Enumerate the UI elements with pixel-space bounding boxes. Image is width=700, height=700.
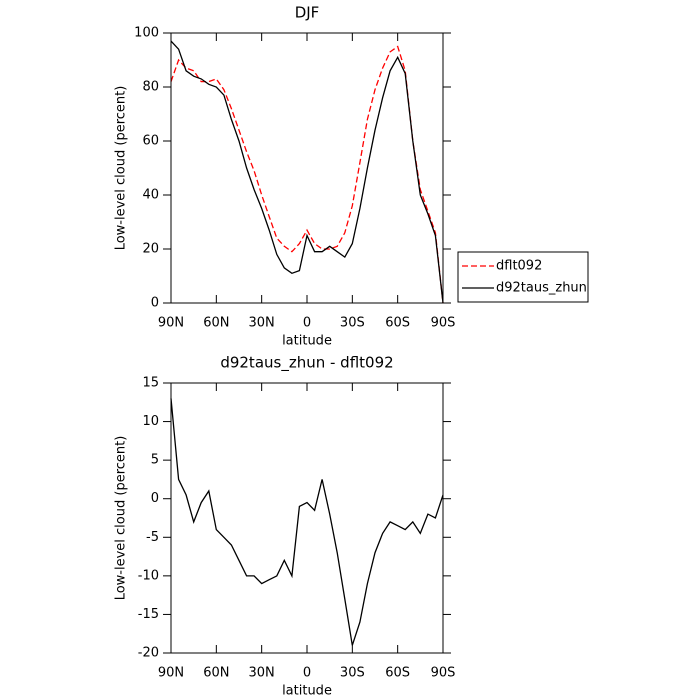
- data-line: [170, 40, 444, 304]
- x-axis-label: latitude: [282, 334, 332, 349]
- x-tick-label: 90N: [158, 316, 184, 331]
- y-tick-label: 80: [142, 80, 159, 95]
- plot-frame: [170, 382, 444, 654]
- x-tick-label: 90S: [431, 666, 456, 681]
- y-tick-label: 5: [151, 453, 159, 468]
- x-tick-label: 90N: [158, 666, 184, 681]
- y-tick-label: 10: [142, 414, 159, 429]
- x-tick-label: 30N: [249, 666, 275, 681]
- x-tick-label: 60S: [385, 666, 410, 681]
- x-tick-label: 30S: [340, 666, 365, 681]
- chart-title: DJF: [295, 4, 320, 22]
- y-tick-label: 0: [151, 296, 159, 311]
- y-axis-label: Low-level cloud (percent): [114, 86, 129, 251]
- y-tick-label: 20: [142, 242, 159, 257]
- y-tick-label: 60: [142, 134, 159, 149]
- legend-label: dflt092: [496, 259, 542, 274]
- y-tick-label: 40: [142, 188, 159, 203]
- chart-title: d92taus_zhun - dflt092: [220, 354, 393, 373]
- data-line: [170, 398, 444, 646]
- x-tick-label: 60S: [385, 316, 410, 331]
- x-tick-label: 30S: [340, 316, 365, 331]
- y-tick-label: -10: [138, 568, 159, 583]
- legend-label: d92taus_zhun: [496, 281, 587, 296]
- y-tick-label: -20: [138, 646, 159, 661]
- y-tick-label: -15: [138, 607, 159, 622]
- x-tick-label: 90S: [431, 316, 456, 331]
- legend-box: [457, 251, 589, 303]
- data-line: [170, 45, 444, 304]
- x-axis-label: latitude: [282, 684, 332, 699]
- x-tick-label: 60N: [203, 316, 229, 331]
- plot-frame: [170, 32, 444, 304]
- y-tick-label: 100: [134, 26, 159, 41]
- y-tick-label: 15: [142, 376, 159, 391]
- y-axis-label: Low-level cloud (percent): [114, 436, 129, 601]
- x-tick-label: 60N: [203, 666, 229, 681]
- y-tick-label: 0: [151, 491, 159, 506]
- x-tick-label: 30N: [249, 316, 275, 331]
- y-tick-label: -5: [146, 530, 159, 545]
- x-tick-label: 0: [303, 316, 311, 331]
- x-tick-label: 0: [303, 666, 311, 681]
